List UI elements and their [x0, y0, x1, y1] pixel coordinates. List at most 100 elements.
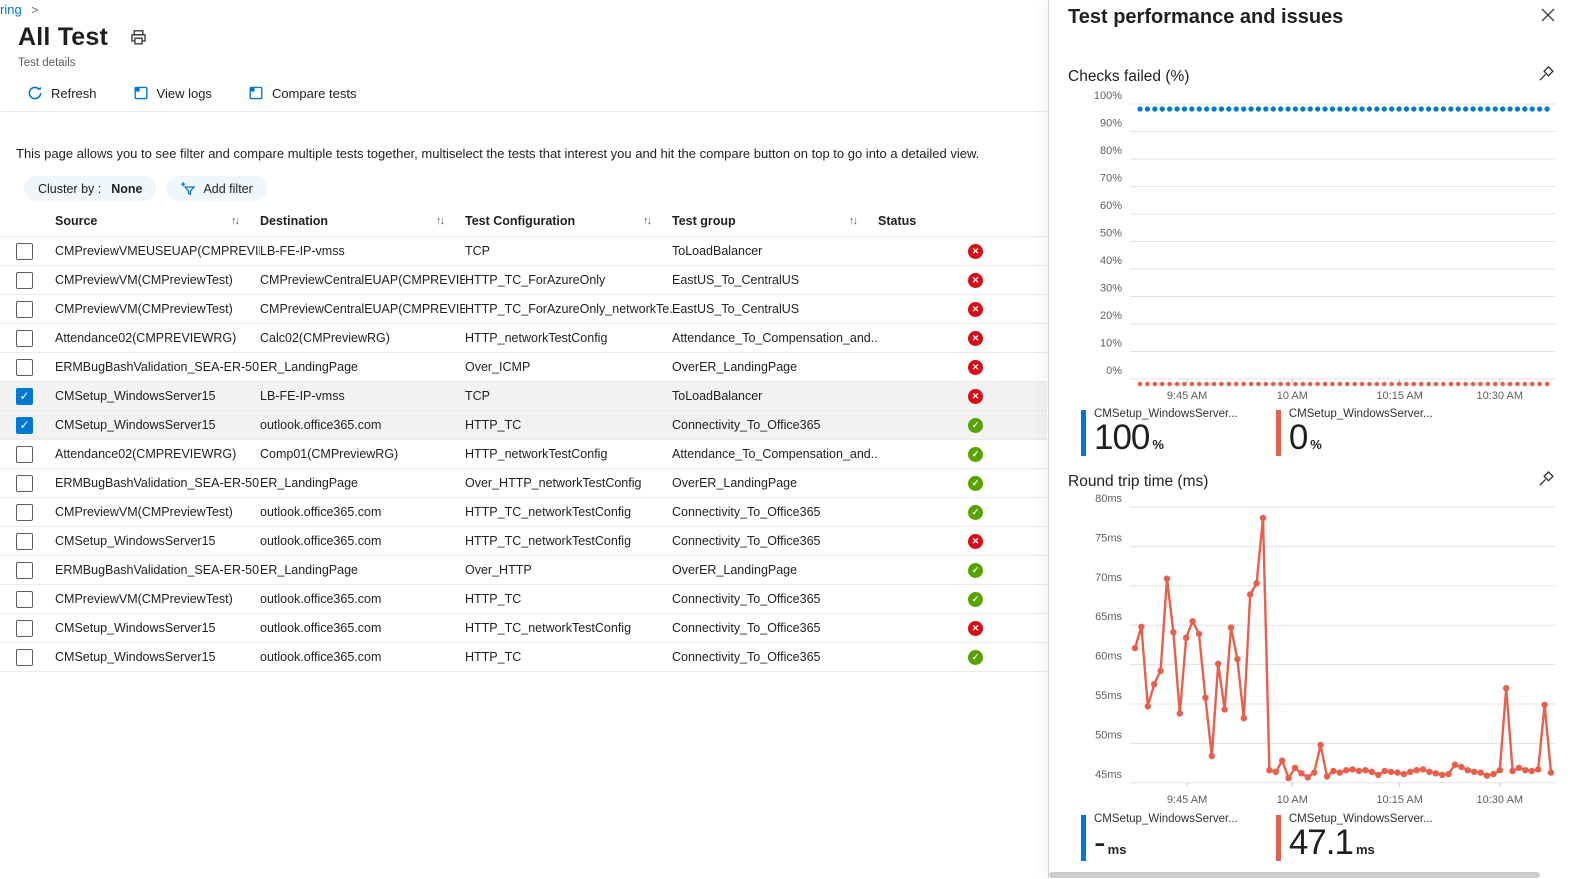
- test-configuration-cell: HTTP_TC_networkTestConfig: [465, 534, 632, 548]
- panel-title: Test performance and issues: [1068, 6, 1344, 28]
- row-checkbox[interactable]: [16, 619, 33, 637]
- add-filter-icon: [180, 181, 197, 197]
- svg-text:0%: 0%: [1106, 365, 1122, 377]
- status-pass-icon: ✓: [968, 417, 983, 433]
- sort-icon[interactable]: ↑↓: [231, 214, 240, 227]
- legend-item: CMSetup_WindowsServer... 100%: [1081, 408, 1238, 462]
- status-cell: ✕: [878, 620, 1047, 636]
- legend-unit: ms: [1355, 842, 1375, 857]
- row-checkbox-checked[interactable]: ✓: [16, 416, 33, 434]
- status-cell: ✕: [878, 533, 1047, 549]
- row-checkbox[interactable]: [16, 271, 33, 289]
- table-row[interactable]: CMPreviewVM(CMPreviewTest) outlook.office…: [0, 498, 1047, 527]
- test-configuration-cell: TCP: [465, 389, 490, 403]
- row-checkbox[interactable]: [16, 300, 33, 318]
- breadcrumb-link[interactable]: ring: [0, 2, 22, 17]
- horizontal-scrollbar[interactable]: [1049, 872, 1540, 878]
- svg-text:65ms: 65ms: [1095, 611, 1122, 623]
- test-group-cell: OverER_LandingPage: [672, 563, 798, 577]
- svg-text:80%: 80%: [1100, 145, 1122, 157]
- svg-text:10:30 AM: 10:30 AM: [1477, 390, 1523, 402]
- test-group-cell: Connectivity_To_Office365: [672, 418, 821, 432]
- status-pass-icon: ✓: [968, 504, 983, 520]
- add-filter-pill[interactable]: Add filter: [166, 176, 267, 201]
- pin-icon[interactable]: [1537, 470, 1555, 493]
- destination-cell: LB-FE-IP-vmss: [260, 244, 345, 258]
- table-row[interactable]: CMSetup_WindowsServer15 outlook.office365…: [0, 527, 1047, 556]
- compare-tests-button[interactable]: Compare tests: [248, 85, 356, 101]
- svg-text:10:15 AM: 10:15 AM: [1376, 390, 1422, 402]
- view-logs-button[interactable]: View logs: [133, 85, 212, 101]
- table-row[interactable]: CMPreviewVMEUSEUAP(CMPREVIE... LB-FE-IP-v…: [0, 237, 1047, 266]
- row-checkbox[interactable]: [16, 445, 33, 463]
- row-checkbox[interactable]: [16, 329, 33, 347]
- toolbar: Refresh View logs Compare tests: [27, 85, 356, 101]
- row-checkbox[interactable]: [16, 532, 33, 550]
- column-header-destination[interactable]: Destination ↑↓: [260, 213, 445, 228]
- sort-icon[interactable]: ↑↓: [436, 214, 445, 227]
- test-configuration-cell: TCP: [465, 244, 490, 258]
- legend-color-bar: [1081, 410, 1086, 456]
- test-configuration-cell: Over_HTTP_networkTestConfig: [465, 476, 642, 490]
- cluster-by-pill[interactable]: Cluster by : None: [24, 176, 157, 201]
- row-checkbox[interactable]: [16, 474, 33, 492]
- test-group-cell: OverER_LandingPage: [672, 360, 798, 374]
- tests-table: Source ↑↓ Destination ↑↓ Test Configurat…: [0, 205, 1047, 672]
- legend-color-bar: [1275, 815, 1281, 861]
- table-row[interactable]: ERMBugBashValidation_SEA-ER-50... ER_Land…: [0, 469, 1047, 498]
- pin-icon[interactable]: [1537, 65, 1555, 88]
- test-performance-panel: Test performance and issues Checks faile…: [1048, 0, 1571, 879]
- test-configuration-cell: HTTP_TC_ForAzureOnly: [465, 273, 606, 287]
- sort-icon[interactable]: ↑↓: [643, 214, 652, 227]
- table-row[interactable]: ✓ CMSetup_WindowsServer15 outlook.office36…: [0, 411, 1047, 440]
- destination-cell: Calc02(CMPreviewRG): [260, 331, 390, 345]
- destination-cell: LB-FE-IP-vmss: [260, 389, 345, 403]
- column-header-status[interactable]: Status: [878, 213, 917, 228]
- row-checkbox[interactable]: [16, 503, 33, 521]
- destination-cell: outlook.office365.com: [260, 592, 382, 606]
- legend-item: CMSetup_WindowsServer... 0%: [1275, 408, 1433, 462]
- test-group-cell: EastUS_To_CentralUS: [672, 302, 800, 316]
- test-configuration-cell: HTTP_TC_networkTestConfig: [465, 621, 632, 635]
- svg-text:10 AM: 10 AM: [1277, 794, 1308, 806]
- source-cell: ERMBugBashValidation_SEA-ER-50...: [55, 476, 260, 490]
- svg-text:9:45 AM: 9:45 AM: [1167, 390, 1207, 402]
- table-row[interactable]: CMPreviewVM(CMPreviewTest) CMPreviewCentr…: [0, 295, 1047, 324]
- sort-icon[interactable]: ↑↓: [849, 214, 858, 227]
- table-row[interactable]: ERMBugBashValidation_SEA-ER-50... ER_Land…: [0, 353, 1047, 382]
- column-header-source[interactable]: Source ↑↓: [55, 213, 240, 228]
- table-row[interactable]: ERMBugBashValidation_SEA-ER-50... ER_Land…: [0, 556, 1047, 585]
- destination-cell: ER_LandingPage: [260, 563, 358, 577]
- table-row[interactable]: CMSetup_WindowsServer15 outlook.office365…: [0, 643, 1047, 672]
- table-row[interactable]: ✓ CMSetup_WindowsServer15 LB-FE-IP-vmss TCP…: [0, 382, 1047, 411]
- status-pass-icon: ✓: [968, 591, 983, 607]
- row-checkbox[interactable]: [16, 590, 33, 608]
- close-icon[interactable]: [1541, 8, 1555, 27]
- checks-failed-chart: 100% 90% 80% 70% 60% 50% 40% 30% 20% 10% 0% 9:45 AM…: [1068, 88, 1557, 404]
- print-icon[interactable]: [130, 29, 147, 46]
- table-row[interactable]: CMPreviewVM(CMPreviewTest) CMPreviewCentr…: [0, 266, 1047, 295]
- row-checkbox-checked[interactable]: ✓: [16, 387, 33, 405]
- test-configuration-cell: HTTP_networkTestConfig: [465, 331, 608, 345]
- table-row[interactable]: CMSetup_WindowsServer15 outlook.office365…: [0, 614, 1047, 643]
- test-configuration-cell: Over_ICMP: [465, 360, 531, 374]
- svg-text:75ms: 75ms: [1095, 532, 1122, 544]
- row-checkbox[interactable]: [16, 358, 33, 376]
- table-row[interactable]: Attendance02(CMPREVIEWRG) Comp01(CMPrevie…: [0, 440, 1047, 469]
- legend-color-bar: [1081, 815, 1086, 861]
- checks-failed-legend: CMSetup_WindowsServer... 100% CMSetup_Wind…: [1081, 408, 1555, 462]
- status-cell: ✕: [878, 388, 1047, 404]
- refresh-button[interactable]: Refresh: [27, 85, 97, 101]
- destination-cell: outlook.office365.com: [260, 621, 382, 635]
- table-row[interactable]: Attendance02(CMPREVIEWRG) Calc02(CMPrevie…: [0, 324, 1047, 353]
- round-trip-legend: CMSetup_WindowsServer... - ms CMSetup_Windo…: [1081, 813, 1555, 867]
- row-checkbox[interactable]: [16, 242, 33, 260]
- table-row[interactable]: CMPreviewVM(CMPreviewTest) outlook.office…: [0, 585, 1047, 614]
- status-cell: ✕: [878, 243, 1047, 259]
- column-header-test-configuration[interactable]: Test Configuration ↑↓: [465, 213, 652, 228]
- row-checkbox[interactable]: [16, 648, 33, 666]
- row-checkbox[interactable]: [16, 561, 33, 579]
- source-cell: CMPreviewVMEUSEUAP(CMPREVIE...: [55, 244, 260, 258]
- status-cell: ✕: [878, 272, 1047, 288]
- column-header-test-group[interactable]: Test group ↑↓: [672, 213, 858, 228]
